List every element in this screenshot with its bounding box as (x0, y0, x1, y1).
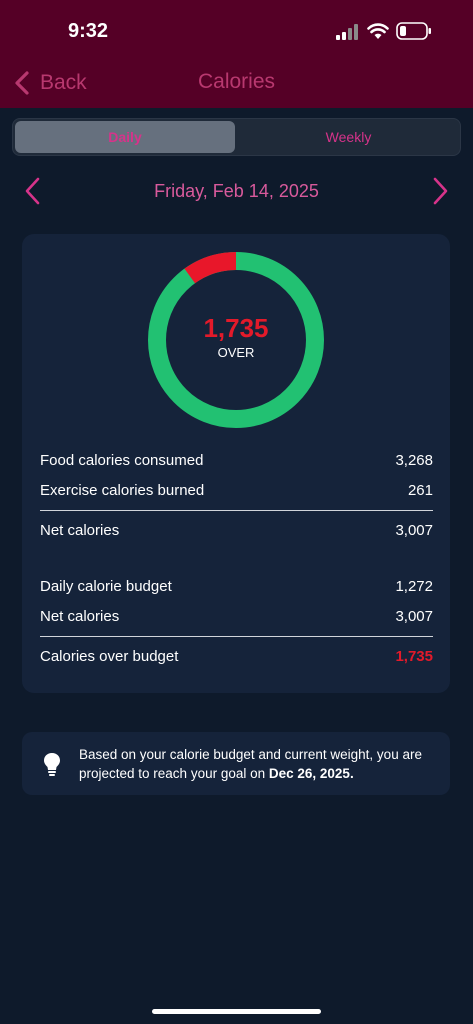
net-calories-value: 3,007 (395, 522, 433, 539)
nav-bar: Back Calories (0, 56, 473, 108)
donut-over-label: OVER (217, 345, 255, 360)
next-day-chevron-icon[interactable] (429, 176, 451, 206)
net-calories-label: Net calories (40, 522, 120, 539)
net-calories-label-2: Net calories (40, 608, 120, 625)
calorie-summary-card: 1,735 OVER Food calories consumed 3,268 … (22, 234, 450, 693)
calories-over-budget-value: 1,735 (395, 648, 433, 665)
daily-budget-label: Daily calorie budget (40, 578, 172, 595)
battery-icon (396, 22, 431, 40)
tab-daily[interactable]: Daily (15, 121, 235, 153)
daily-budget-value: 1,272 (395, 578, 433, 595)
tab-weekly[interactable]: Weekly (325, 129, 372, 145)
lightbulb-icon (44, 753, 60, 776)
back-button[interactable]: Back (12, 68, 87, 98)
date-navigator: Friday, Feb 14, 2025 (0, 172, 473, 210)
calorie-donut-chart (148, 252, 324, 428)
status-bar: 9:32 (0, 0, 473, 56)
status-time: 9:32 (68, 20, 109, 42)
goal-date: Dec 26, 2025. (268, 766, 354, 781)
cellular-signal-icon (336, 24, 358, 40)
food-calories-value: 3,268 (395, 452, 433, 469)
net-calories-value-2: 3,007 (395, 608, 433, 625)
donut-over-arc (148, 252, 324, 428)
page-title: Calories (197, 70, 276, 93)
goal-projection-card: Based on your calorie budget and current… (22, 732, 450, 795)
goal-projection-prefix: Based on your calorie budget and current… (79, 747, 422, 781)
previous-day-chevron-icon[interactable] (22, 176, 44, 206)
chevron-left-icon (15, 71, 29, 95)
wifi-icon (367, 23, 389, 39)
back-label: Back (40, 71, 87, 94)
divider (40, 636, 433, 637)
donut-over-value: 1,735 (203, 313, 269, 343)
divider (40, 510, 433, 511)
daily-weekly-segmented-control: Daily Weekly (12, 118, 461, 156)
date-label: Friday, Feb 14, 2025 (154, 181, 319, 201)
food-calories-label: Food calories consumed (40, 452, 204, 469)
goal-projection-text: Based on your calorie budget and current… (79, 745, 437, 783)
exercise-calories-value: 261 (407, 482, 433, 499)
calories-over-budget-label: Calories over budget (40, 648, 179, 665)
home-indicator (152, 1009, 321, 1014)
exercise-calories-label: Exercise calories burned (40, 482, 205, 499)
